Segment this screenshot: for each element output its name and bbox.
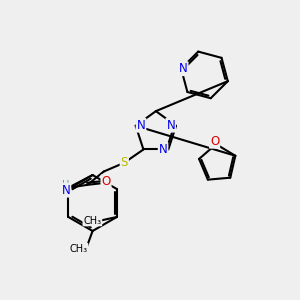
Text: O: O (210, 135, 219, 148)
Text: CH₃: CH₃ (83, 215, 101, 226)
Text: S: S (121, 156, 128, 169)
Text: N: N (159, 143, 167, 156)
Text: N: N (167, 119, 175, 132)
Text: N: N (61, 184, 70, 196)
Text: H: H (62, 180, 70, 190)
Text: CH₃: CH₃ (69, 244, 88, 254)
Text: N: N (179, 62, 188, 75)
Text: O: O (101, 176, 111, 188)
Text: N: N (137, 119, 146, 132)
